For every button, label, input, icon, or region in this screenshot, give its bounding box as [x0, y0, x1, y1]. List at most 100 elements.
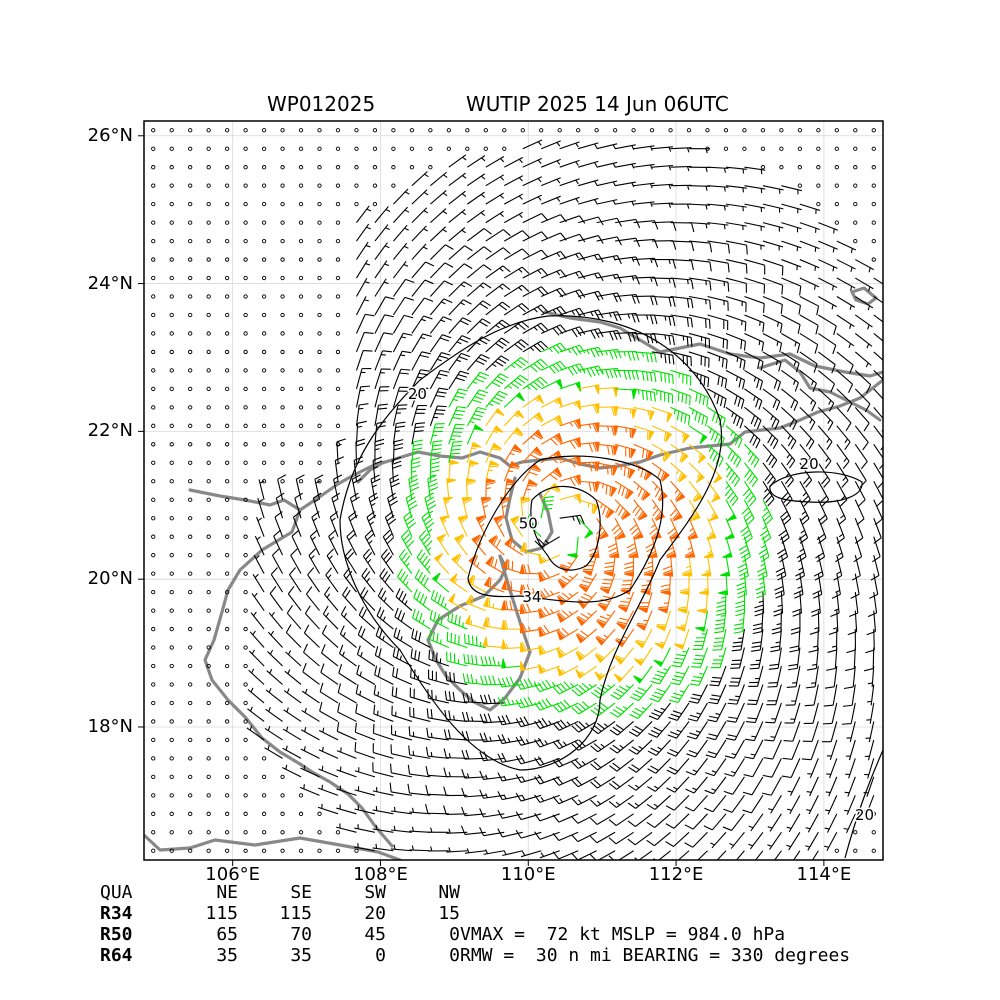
wind-barb	[429, 369, 450, 390]
wind-barb	[718, 573, 728, 596]
wind-barb	[652, 183, 674, 190]
wind-barb	[444, 690, 468, 704]
wind-barb	[466, 282, 492, 297]
wind-barb	[254, 535, 265, 556]
wind-barb	[361, 567, 376, 593]
calm-dot	[317, 460, 322, 465]
wind-barb	[497, 695, 523, 707]
wind-barb	[807, 647, 819, 671]
wind-barb	[269, 585, 284, 611]
calm-dot	[243, 756, 248, 761]
calm-dot	[317, 201, 322, 207]
wind-barb	[827, 629, 838, 653]
wind-radii-table: QUA NE SE SW NW R34 115 115 20 15 R50 65 70 45 0 R64 35 3…	[100, 882, 460, 966]
wind-barb	[629, 684, 653, 702]
calm-dot	[206, 608, 211, 613]
wind-barb	[515, 716, 542, 728]
table-cell: 115	[279, 903, 312, 924]
wind-barb	[578, 235, 604, 244]
calm-dot	[206, 386, 211, 392]
wind-barb	[504, 536, 524, 556]
wind-barb	[355, 331, 374, 353]
wind-barb	[515, 774, 542, 783]
calm-dot	[206, 682, 211, 687]
wind-barb	[355, 296, 369, 316]
wind-barb	[408, 745, 431, 759]
calm-dot	[298, 386, 304, 392]
wind-barb	[762, 351, 782, 372]
wind-barb	[391, 806, 412, 815]
wind-barb	[540, 324, 567, 336]
wind-barb	[608, 776, 634, 790]
calm-dot	[298, 349, 304, 355]
wind-barb	[264, 726, 283, 741]
wind-barb	[413, 588, 431, 612]
calm-dot	[206, 312, 211, 318]
wind-barb	[485, 192, 504, 205]
wind-barb	[688, 185, 711, 191]
table-cell: 0	[449, 924, 460, 945]
wind-barb	[392, 421, 406, 445]
wind-barb	[633, 295, 658, 306]
wind-barb	[762, 259, 784, 276]
calm-dot	[151, 146, 156, 151]
wind-barb	[540, 378, 563, 390]
calm-dot	[261, 146, 267, 151]
wind-barb	[265, 687, 283, 704]
wind-barb	[687, 517, 699, 540]
wind-barb	[540, 414, 563, 427]
wind-barb	[864, 647, 875, 672]
wind-barb	[433, 553, 450, 575]
calm-dot	[723, 128, 729, 133]
calm-dot	[816, 201, 821, 207]
wind-barb	[356, 223, 371, 242]
wind-barb	[692, 628, 709, 651]
calm-dot	[206, 183, 211, 188]
wind-barb	[557, 573, 579, 589]
wind-barb	[479, 826, 505, 837]
calm-dot	[224, 423, 230, 428]
calm-dot	[335, 405, 341, 410]
wind-barb	[707, 388, 727, 408]
wind-barb	[355, 349, 373, 371]
calm-dot	[206, 793, 211, 798]
lon-tick-label: 106°E	[205, 864, 261, 885]
calm-dot	[760, 146, 766, 151]
calm-dot	[243, 238, 248, 244]
calm-dot	[446, 128, 451, 133]
wind-barb	[826, 647, 838, 671]
wind-barb	[448, 227, 466, 242]
calm-dot	[280, 368, 285, 373]
calm-dot	[261, 793, 267, 798]
wind-barb	[818, 240, 838, 253]
calm-dot	[188, 645, 193, 650]
calm-dot	[871, 257, 876, 262]
wind-barb	[633, 351, 657, 363]
calm-dot	[206, 534, 211, 539]
wind-barb	[355, 703, 376, 722]
wind-barb	[445, 671, 468, 686]
wind-barb	[515, 678, 542, 690]
wind-barb	[873, 425, 883, 451]
wind-barb	[688, 425, 708, 445]
calm-dot	[151, 183, 156, 188]
wind-barb	[578, 480, 600, 492]
calm-dot	[206, 275, 211, 281]
calm-dot	[151, 257, 156, 262]
calm-dot	[243, 165, 248, 170]
calm-dot	[871, 811, 876, 816]
calm-dot	[280, 774, 285, 780]
wind-barb	[448, 263, 473, 279]
wind-barb	[781, 259, 802, 271]
wind-barb	[799, 332, 819, 354]
contour-label: 50	[519, 514, 538, 532]
wind-barb	[510, 515, 524, 537]
calm-dot	[742, 128, 747, 133]
wind-barb	[368, 492, 379, 519]
calm-dot	[261, 331, 267, 336]
wind-barb	[467, 173, 486, 187]
wind-barb	[651, 406, 673, 423]
calm-dot	[243, 553, 248, 558]
wind-barb	[707, 314, 729, 331]
